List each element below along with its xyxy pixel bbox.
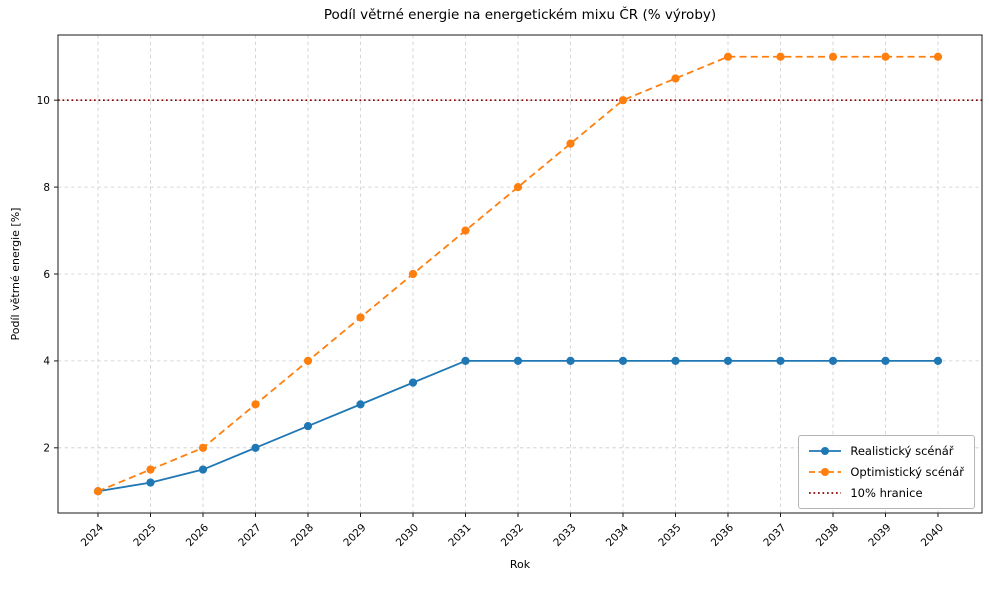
- x-tick-label: 2034: [604, 521, 632, 549]
- data-point: [566, 139, 575, 148]
- data-point: [408, 378, 418, 387]
- data-point: [566, 356, 575, 366]
- data-point: [356, 400, 365, 409]
- x-tick-label: 2033: [551, 522, 578, 549]
- data-point: [776, 356, 785, 366]
- data-point: [933, 356, 943, 366]
- y-tick-label: 4: [43, 356, 50, 368]
- data-point: [513, 182, 523, 192]
- data-point: [408, 269, 418, 279]
- legend-item-threshold: 10% hranice: [807, 484, 964, 502]
- legend-marker-0: [821, 447, 830, 455]
- x-tick-label: 2038: [814, 522, 841, 549]
- x-tick-label: 2026: [184, 521, 212, 549]
- data-point: [828, 356, 838, 366]
- x-tick-label: 2031: [446, 522, 473, 549]
- dotted-line-swatch-icon: [809, 492, 842, 494]
- legend-label: Realistický scénář: [850, 444, 954, 458]
- data-point: [356, 313, 365, 322]
- data-point: [933, 52, 943, 61]
- x-tick-label: 2028: [289, 522, 316, 549]
- data-point: [723, 52, 733, 61]
- x-axis-label: Rok: [509, 558, 531, 571]
- x-tick-label: 2029: [341, 522, 368, 549]
- chart-title: Podíl větrné energie na energetickém mix…: [323, 7, 717, 23]
- data-point: [671, 74, 680, 83]
- y-tick-label: 6: [43, 269, 50, 281]
- series-line-1: [97, 55, 938, 493]
- line-marker-swatch-icon: [809, 447, 842, 455]
- x-tick-label: 2030: [394, 522, 421, 549]
- legend-label: Optimistický scénář: [850, 465, 964, 479]
- x-tick-label: 2040: [919, 522, 946, 549]
- data-point: [93, 487, 103, 496]
- data-point: [618, 356, 628, 366]
- x-tick-label: 2037: [761, 522, 788, 549]
- x-tick-label: 2035: [656, 522, 683, 549]
- data-point: [513, 356, 523, 366]
- x-tick-label: 2025: [131, 522, 158, 549]
- data-point: [828, 52, 838, 61]
- x-tick-label: 2027: [236, 522, 263, 549]
- x-tick-label: 2032: [499, 522, 526, 549]
- data-point: [671, 356, 680, 366]
- legend-marker-1: [821, 468, 830, 476]
- data-point: [146, 465, 155, 474]
- x-tick-label: 2039: [866, 522, 893, 549]
- data-point: [881, 356, 890, 366]
- y-axis-label: Podíl větrné energie [%]: [9, 207, 22, 341]
- data-point: [198, 443, 208, 452]
- y-tick-label: 10: [37, 95, 50, 107]
- x-tick-label: 2024: [79, 521, 107, 549]
- legend: Realistický scénář Optimistický scénář 1…: [798, 435, 975, 509]
- data-point: [303, 421, 313, 431]
- data-point: [303, 356, 313, 366]
- data-point: [881, 52, 890, 61]
- y-tick-label: 8: [43, 182, 50, 194]
- legend-item-realistic: Realistický scénář: [807, 442, 964, 460]
- data-point: [776, 52, 785, 61]
- data-point: [146, 478, 155, 487]
- data-point: [618, 96, 628, 105]
- y-tick-label: 2: [43, 443, 50, 455]
- data-point: [251, 400, 260, 409]
- data-point: [198, 465, 208, 474]
- data-point: [723, 356, 733, 366]
- legend-label: 10% hranice: [850, 486, 923, 500]
- data-point: [461, 226, 470, 235]
- data-point: [461, 356, 470, 366]
- dashed-line-marker-swatch-icon: [809, 468, 842, 476]
- data-point: [251, 443, 260, 452]
- x-tick-label: 2036: [709, 521, 737, 549]
- legend-item-optimistic: Optimistický scénář: [807, 463, 964, 481]
